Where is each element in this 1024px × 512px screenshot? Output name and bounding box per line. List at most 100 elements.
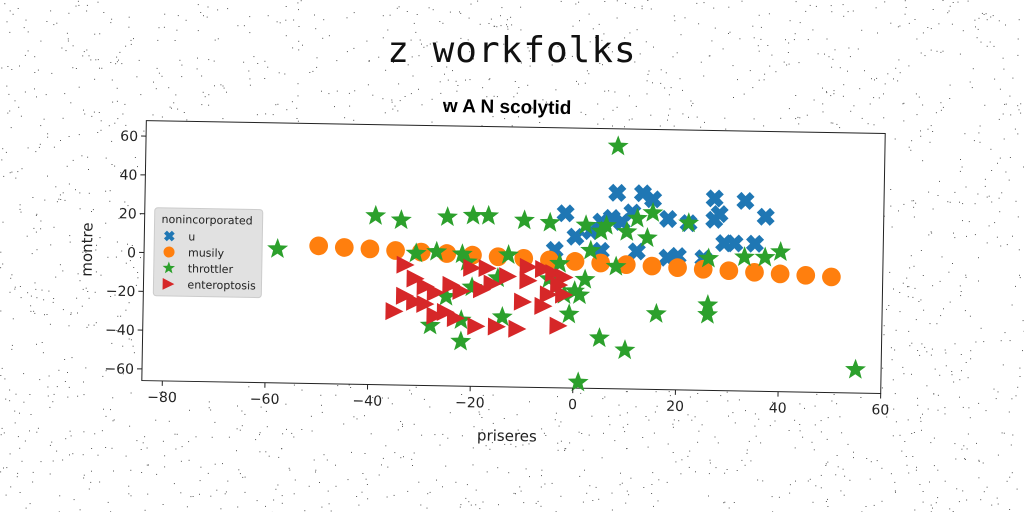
noise-speck: [1012, 235, 1013, 237]
noise-speck: [97, 132, 99, 133]
noise-speck: [980, 41, 982, 43]
noise-speck: [916, 114, 918, 116]
noise-speck: [439, 81, 441, 83]
axes-frame: [141, 120, 886, 394]
noise-speck: [696, 116, 698, 118]
noise-speck: [130, 339, 132, 341]
noise-speck: [939, 374, 941, 376]
noise-speck: [988, 195, 990, 197]
noise-speck: [1020, 112, 1022, 114]
noise-speck: [81, 305, 83, 307]
noise-speck: [853, 457, 854, 459]
noise-speck: [292, 47, 294, 49]
noise-speck: [239, 429, 241, 431]
point-enteroptosis: [442, 275, 461, 294]
noise-speck: [1001, 192, 1003, 194]
noise-speck: [489, 448, 491, 450]
noise-speck: [837, 466, 839, 468]
noise-speck: [955, 458, 957, 460]
noise-speck: [764, 73, 766, 75]
noise-speck: [589, 41, 591, 43]
noise-speck: [963, 445, 965, 447]
noise-speck: [515, 493, 516, 495]
noise-speck: [647, 73, 649, 75]
noise-speck: [944, 413, 946, 415]
noise-speck: [922, 501, 924, 503]
noise-speck: [894, 481, 896, 483]
noise-speck: [897, 80, 899, 82]
noise-speck: [645, 41, 647, 43]
noise-speck: [116, 56, 118, 58]
noise-speck: [642, 437, 644, 438]
noise-speck: [894, 349, 896, 351]
noise-speck: [62, 192, 64, 194]
noise-speck: [983, 491, 985, 493]
noise-speck: [827, 506, 829, 507]
noise-speck: [890, 347, 892, 349]
noise-speck: [75, 189, 76, 191]
noise-speck: [90, 481, 92, 483]
noise-speck: [822, 111, 824, 113]
noise-speck: [429, 491, 431, 493]
noise-speck: [572, 25, 574, 27]
noise-speck: [865, 506, 867, 507]
noise-speck: [265, 410, 267, 412]
noise-speck: [871, 78, 872, 80]
point-throttler: [419, 314, 441, 335]
noise-speck: [79, 208, 81, 210]
noise-speck: [937, 469, 939, 471]
noise-speck: [991, 201, 993, 203]
noise-speck: [176, 29, 178, 31]
noise-speck: [481, 125, 483, 127]
noise-speck: [500, 15, 501, 17]
noise-speck: [189, 409, 190, 411]
noise-speck: [839, 127, 841, 129]
noise-speck: [488, 79, 490, 81]
noise-speck: [5, 398, 7, 400]
noise-speck: [128, 26, 130, 28]
noise-speck: [49, 473, 51, 475]
noise-speck: [999, 211, 1001, 213]
noise-speck: [624, 126, 625, 128]
noise-speck: [628, 119, 630, 121]
noise-speck: [769, 425, 771, 427]
noise-speck: [249, 84, 251, 86]
noise-speck: [581, 433, 583, 434]
noise-speck: [431, 121, 433, 123]
noise-speck: [883, 93, 884, 95]
noise-speck: [597, 123, 599, 125]
noise-speck: [62, 117, 64, 119]
noise-speck: [72, 159, 74, 161]
noise-speck: [92, 209, 94, 211]
noise-speck: [125, 262, 127, 264]
noise-speck: [265, 451, 267, 453]
legend-box: [152, 207, 264, 299]
noise-speck: [83, 477, 85, 479]
noise-speck: [8, 93, 10, 95]
noise-speck: [69, 235, 71, 237]
noise-speck: [592, 500, 594, 501]
noise-speck: [11, 171, 13, 173]
noise-speck: [948, 10, 950, 12]
noise-speck: [330, 510, 332, 512]
noise-speck: [173, 483, 175, 485]
noise-speck: [213, 60, 215, 62]
noise-speck: [488, 409, 490, 411]
point-throttler: [754, 246, 776, 267]
noise-speck: [296, 107, 298, 109]
noise-speck: [1011, 304, 1013, 306]
noise-speck: [1009, 157, 1011, 158]
noise-speck: [619, 414, 621, 416]
noise-speck: [652, 82, 653, 84]
noise-speck: [456, 90, 458, 92]
noise-speck: [842, 95, 844, 97]
noise-speck: [1017, 133, 1019, 135]
noise-speck: [670, 87, 672, 89]
noise-speck: [286, 428, 287, 430]
noise-speck: [402, 425, 403, 427]
noise-speck: [34, 282, 36, 284]
noise-speck: [827, 461, 829, 463]
noise-speck: [930, 442, 932, 444]
noise-speck: [316, 57, 318, 59]
